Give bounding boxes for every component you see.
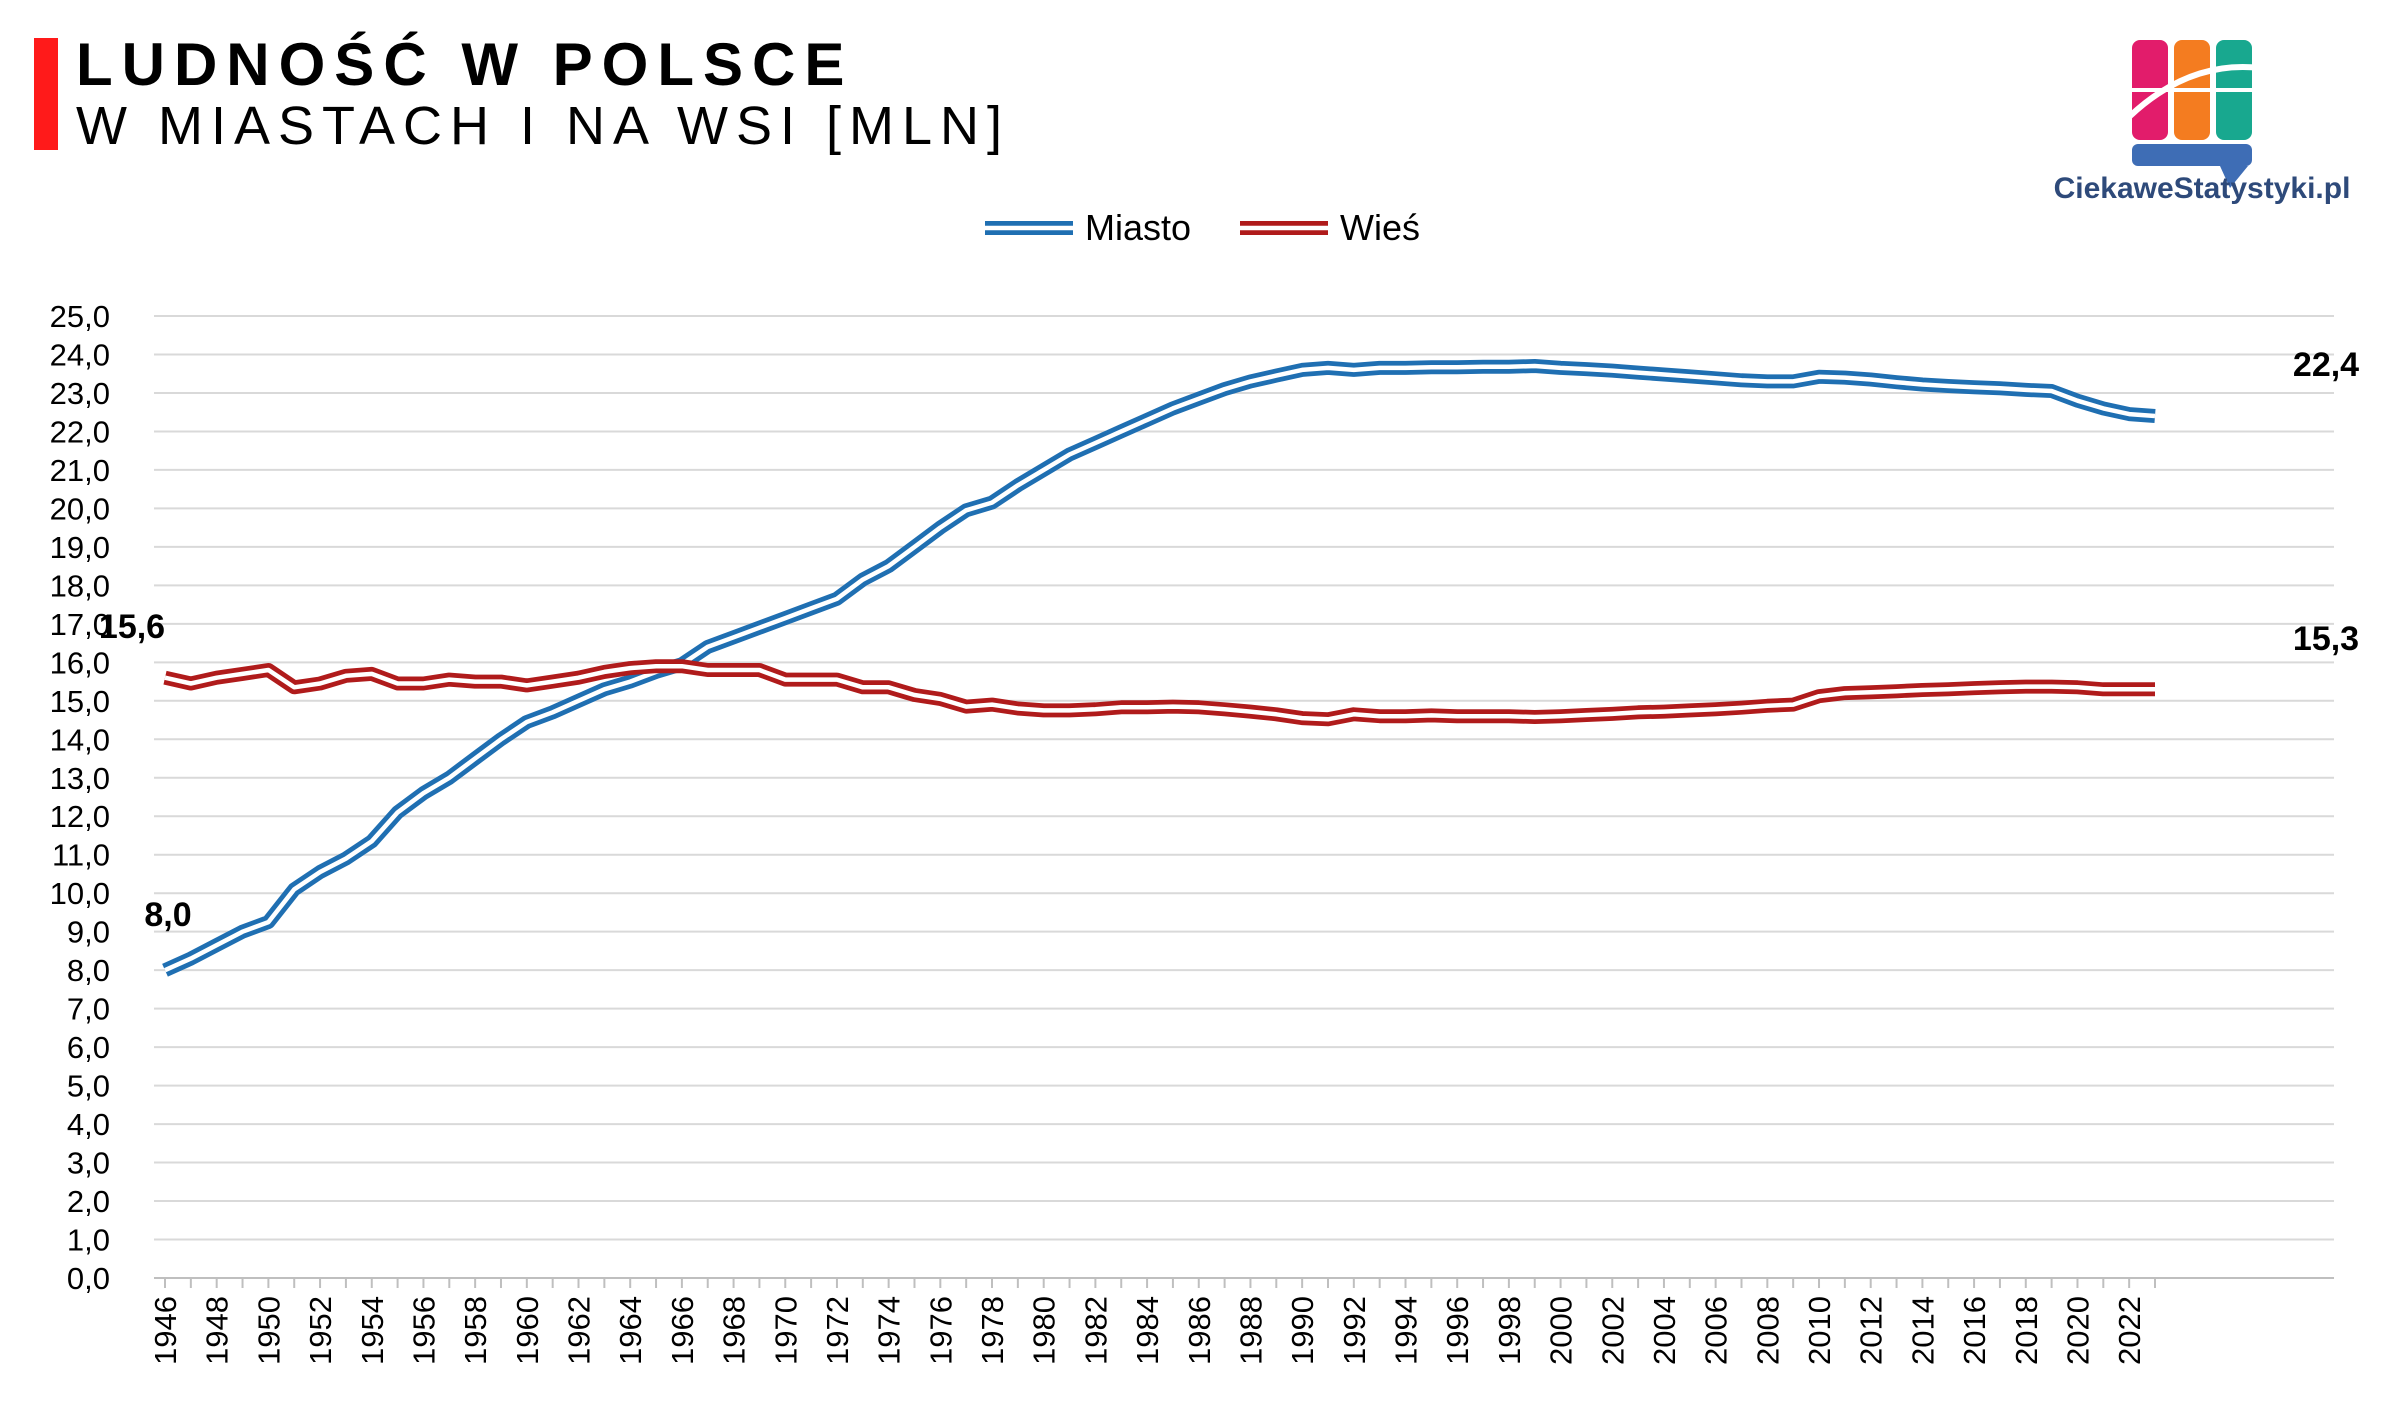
x-tick-label: 1960 — [510, 1296, 545, 1365]
y-tick-label: 17,0 — [50, 607, 110, 642]
legend-label: Wieś — [1340, 207, 1420, 248]
x-tick-label: 1954 — [355, 1296, 390, 1365]
y-tick-label: 8,0 — [67, 953, 110, 988]
data-label: 22,4 — [2293, 346, 2359, 384]
series-lines — [162, 359, 2156, 977]
x-tick-label: 1998 — [1492, 1296, 1527, 1365]
y-tick-label: 6,0 — [67, 1030, 110, 1065]
x-tick-label: 1992 — [1337, 1296, 1372, 1365]
x-tick-label: 1972 — [820, 1296, 855, 1365]
y-tick-label: 16,0 — [50, 645, 110, 680]
chart-title: LUDNOŚĆ W POLSCE — [76, 31, 854, 98]
x-tick-label: 1996 — [1440, 1296, 1475, 1365]
y-tick-label: 24,0 — [50, 337, 110, 372]
y-tick-label: 23,0 — [50, 376, 110, 411]
y-tick-label: 20,0 — [50, 491, 110, 526]
x-tick-label: 1958 — [458, 1296, 493, 1365]
x-tick-label: 1966 — [665, 1296, 700, 1365]
logo-text: CiekaweStatystyki.pl — [2053, 172, 2351, 205]
x-tick-label: 2010 — [1802, 1296, 1837, 1365]
y-tick-label: 2,0 — [67, 1184, 110, 1219]
x-tick-label: 2008 — [1750, 1296, 1785, 1365]
y-tick-label: 12,0 — [50, 799, 110, 834]
x-tick-label: 1990 — [1285, 1296, 1320, 1365]
x-tick-label: 1946 — [148, 1296, 183, 1365]
x-tick-label: 1982 — [1078, 1296, 1113, 1365]
x-tick-label: 1980 — [1027, 1296, 1062, 1365]
series-inner — [164, 663, 2155, 722]
x-tick-label: 1952 — [303, 1296, 338, 1365]
y-tick-label: 3,0 — [67, 1146, 110, 1181]
data-label: 15,3 — [2293, 620, 2359, 658]
data-label: 15,6 — [99, 608, 165, 646]
y-tick-label: 0,0 — [67, 1261, 110, 1296]
x-tick-label: 2004 — [1647, 1296, 1682, 1365]
y-tick-label: 21,0 — [50, 453, 110, 488]
chart-subtitle: W MIASTACH I NA WSI [MLN] — [76, 96, 1011, 156]
x-tick-label: 1956 — [406, 1296, 441, 1365]
x-tick-label: 2014 — [1905, 1296, 1940, 1365]
logo-icon — [2127, 40, 2261, 188]
y-tick-label: 9,0 — [67, 915, 110, 950]
series-line-miasto — [162, 359, 2156, 977]
y-tick-label: 18,0 — [50, 568, 110, 603]
y-tick-label: 7,0 — [67, 992, 110, 1027]
x-tick-label: 1984 — [1130, 1296, 1165, 1365]
axes: 0,01,02,03,04,05,06,07,08,09,010,011,012… — [50, 299, 2334, 1365]
data-label: 8,0 — [144, 896, 191, 934]
x-tick-label: 1964 — [613, 1296, 648, 1365]
x-tick-label: 1968 — [717, 1296, 752, 1365]
x-tick-label: 2000 — [1544, 1296, 1579, 1365]
x-tick-label: 2022 — [2112, 1296, 2147, 1365]
x-tick-label: 1988 — [1233, 1296, 1268, 1365]
x-tick-label: 1950 — [251, 1296, 286, 1365]
y-tick-label: 1,0 — [67, 1223, 110, 1258]
x-tick-label: 1994 — [1389, 1296, 1424, 1365]
x-tick-label: 1976 — [923, 1296, 958, 1365]
x-tick-label: 1948 — [200, 1296, 235, 1365]
x-tick-label: 2016 — [1957, 1296, 1992, 1365]
x-tick-label: 2018 — [2009, 1296, 2044, 1365]
x-tick-label: 1974 — [872, 1296, 907, 1365]
x-tick-label: 1962 — [562, 1296, 597, 1365]
y-tick-label: 5,0 — [67, 1069, 110, 1104]
annotations: 15,6 8,0 22,4 15,3 — [99, 346, 2359, 934]
x-tick-label: 2012 — [1854, 1296, 1889, 1365]
legend: Miasto Wieś — [985, 207, 1420, 248]
series-inner — [164, 363, 2156, 973]
y-tick-label: 15,0 — [50, 684, 110, 719]
series-outer — [162, 359, 2156, 977]
y-tick-label: 14,0 — [50, 722, 110, 757]
x-tick-label: 2020 — [2060, 1296, 2095, 1365]
series-line-wies — [163, 659, 2155, 727]
gridlines — [154, 315, 2334, 1279]
y-tick-label: 4,0 — [67, 1107, 110, 1142]
y-tick-label: 13,0 — [50, 761, 110, 796]
y-tick-label: 19,0 — [50, 530, 110, 565]
y-tick-label: 22,0 — [50, 414, 110, 449]
x-tick-label: 1978 — [975, 1296, 1010, 1365]
x-tick-label: 2002 — [1595, 1296, 1630, 1365]
x-tick-label: 2006 — [1699, 1296, 1734, 1365]
y-tick-label: 10,0 — [50, 876, 110, 911]
y-tick-label: 25,0 — [50, 299, 110, 334]
title-accent-bar — [34, 38, 58, 150]
x-tick-label: 1970 — [768, 1296, 803, 1365]
x-tick-label: 1986 — [1182, 1296, 1217, 1365]
legend-label: Miasto — [1085, 207, 1191, 248]
y-tick-label: 11,0 — [52, 838, 110, 873]
